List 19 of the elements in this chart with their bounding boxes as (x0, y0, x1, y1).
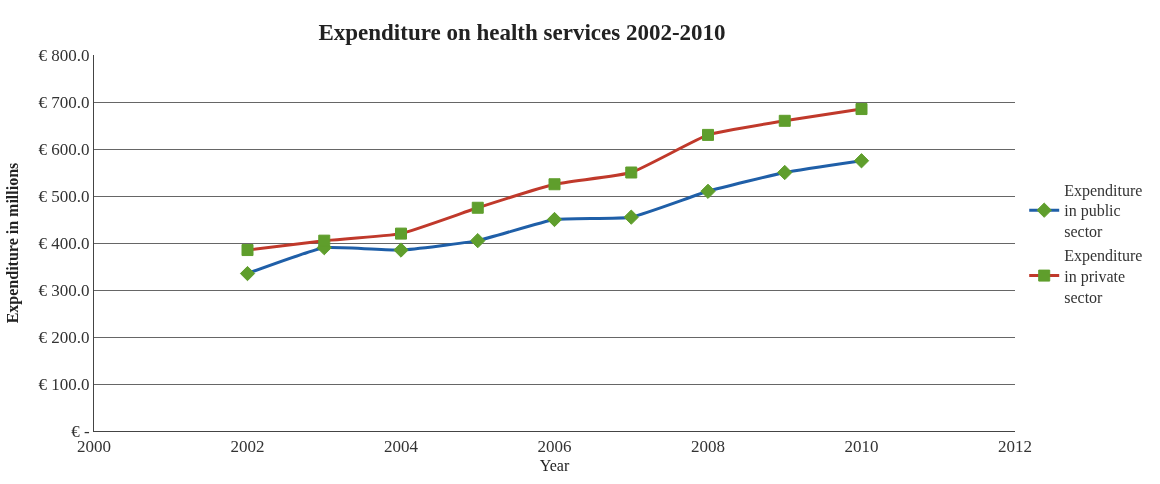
y-tick-label: € 500.0 (38, 186, 90, 206)
x-tick-label: 2012 (998, 437, 1032, 457)
y-axis-title: Expenditure in millions (4, 162, 23, 324)
x-tick-label: 2010 (844, 437, 879, 457)
legend-label: Expenditure in public sector (1064, 181, 1143, 241)
x-axis-title: Year (539, 457, 570, 475)
y-tick-label: € 200.0 (38, 327, 90, 347)
x-tick-label: 2004 (384, 437, 419, 457)
y-tick-label: € 700.0 (38, 92, 90, 112)
chart-title: Expenditure on health services 2002-2010 (318, 20, 726, 46)
y-tick-label: € 800.0 (38, 45, 90, 65)
legend-label: Expenditure in private sector (1064, 247, 1143, 306)
x-tick-label: 2006 (537, 437, 572, 457)
x-tick-label: 2002 (230, 437, 265, 457)
y-tick-label: € 400.0 (38, 233, 90, 253)
y-tick-label: € 300.0 (38, 280, 90, 300)
x-tick-label: 2008 (691, 437, 725, 457)
y-tick-label: € 100.0 (38, 374, 90, 394)
y-tick-label: € 600.0 (38, 139, 90, 159)
